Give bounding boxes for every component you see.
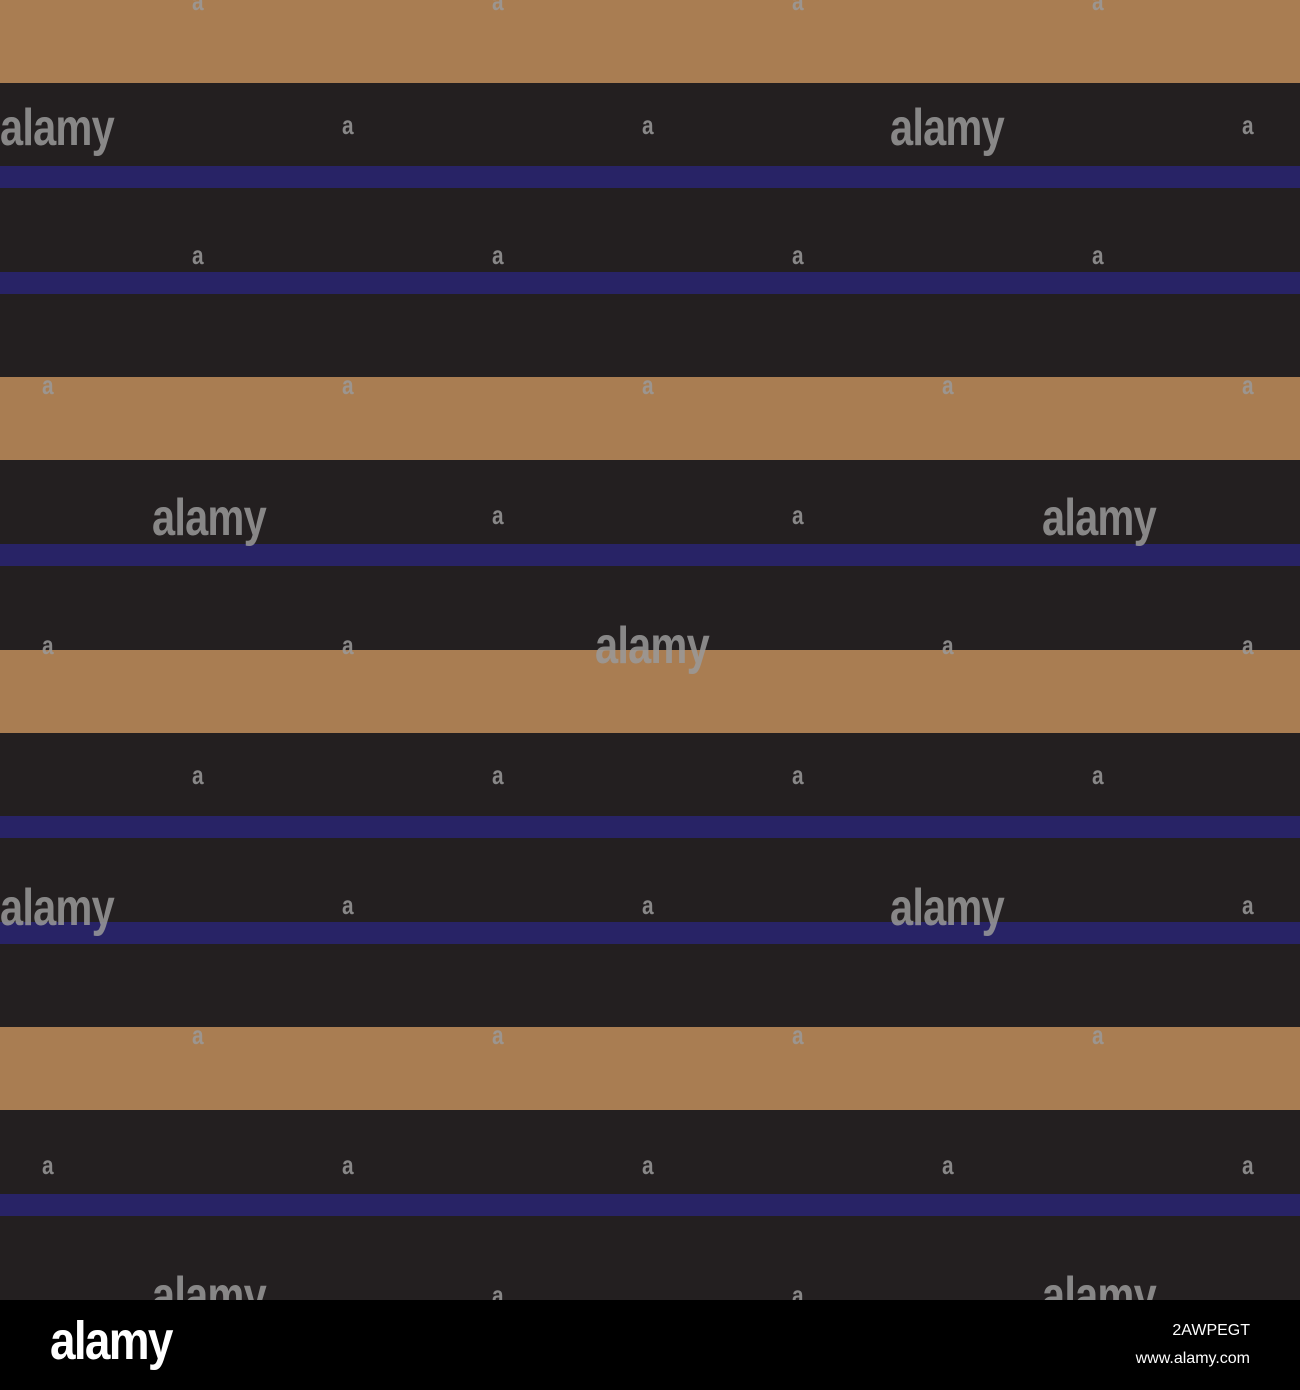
alamy-mark-watermark: a bbox=[942, 370, 954, 400]
alamy-mark-watermark: a bbox=[492, 240, 504, 270]
alamy-mark-watermark: a bbox=[192, 760, 204, 790]
watermark-footer: alamy 2AWPEGT www.alamy.com bbox=[0, 1300, 1300, 1390]
alamy-mark-watermark: a bbox=[792, 0, 804, 16]
site-url: www.alamy.com bbox=[1135, 1350, 1250, 1367]
alamy-mark-watermark: a bbox=[492, 0, 504, 16]
stripe-pattern: alamy alamy alamy alamy alamy alamy alamy alamy… bbox=[0, 0, 1300, 1300]
alamy-mark-watermark: a bbox=[192, 0, 204, 16]
alamy-watermark: alamy bbox=[0, 99, 115, 157]
alamy-mark-watermark: a bbox=[492, 1280, 504, 1300]
alamy-mark-watermark: a bbox=[42, 630, 54, 660]
alamy-mark-watermark: a bbox=[642, 370, 654, 400]
navy-stripe bbox=[0, 166, 1300, 188]
alamy-watermark: alamy bbox=[152, 1267, 267, 1300]
alamy-mark-watermark: a bbox=[642, 110, 654, 140]
alamy-mark-watermark: a bbox=[942, 630, 954, 660]
alamy-watermark: alamy bbox=[1042, 1267, 1157, 1300]
alamy-watermark: alamy bbox=[890, 879, 1005, 937]
navy-stripe bbox=[0, 922, 1300, 944]
alamy-mark-watermark: a bbox=[792, 1280, 804, 1300]
alamy-mark-watermark: a bbox=[42, 1150, 54, 1180]
alamy-mark-watermark: a bbox=[192, 240, 204, 270]
navy-stripe bbox=[0, 272, 1300, 294]
alamy-mark-watermark: a bbox=[1092, 240, 1104, 270]
tan-stripe bbox=[0, 0, 1300, 83]
alamy-mark-watermark: a bbox=[792, 500, 804, 530]
alamy-mark-watermark: a bbox=[1092, 760, 1104, 790]
alamy-mark-watermark: a bbox=[792, 240, 804, 270]
image-id: 2AWPEGT bbox=[1172, 1322, 1250, 1339]
tan-stripe bbox=[0, 650, 1300, 733]
alamy-mark-watermark: a bbox=[342, 1150, 354, 1180]
alamy-logo: alamy bbox=[50, 1311, 173, 1371]
alamy-watermark: alamy bbox=[152, 489, 267, 547]
alamy-watermark: alamy bbox=[0, 879, 115, 937]
navy-stripe bbox=[0, 1194, 1300, 1216]
alamy-mark-watermark: a bbox=[642, 890, 654, 920]
navy-stripe bbox=[0, 816, 1300, 838]
alamy-mark-watermark: a bbox=[942, 1150, 954, 1180]
tan-stripe bbox=[0, 1027, 1300, 1110]
alamy-watermark: alamy bbox=[595, 617, 710, 675]
alamy-mark-watermark: a bbox=[1092, 0, 1104, 16]
alamy-mark-watermark: a bbox=[42, 370, 54, 400]
alamy-mark-watermark: a bbox=[1092, 1020, 1104, 1050]
alamy-mark-watermark: a bbox=[1242, 370, 1254, 400]
alamy-mark-watermark: a bbox=[1242, 110, 1254, 140]
alamy-watermark: alamy bbox=[1042, 489, 1157, 547]
alamy-mark-watermark: a bbox=[1242, 890, 1254, 920]
alamy-mark-watermark: a bbox=[492, 760, 504, 790]
alamy-watermark: alamy bbox=[890, 99, 1005, 157]
alamy-mark-watermark: a bbox=[642, 1150, 654, 1180]
alamy-mark-watermark: a bbox=[342, 370, 354, 400]
alamy-mark-watermark: a bbox=[792, 1020, 804, 1050]
alamy-mark-watermark: a bbox=[192, 1020, 204, 1050]
alamy-mark-watermark: a bbox=[342, 890, 354, 920]
alamy-mark-watermark: a bbox=[492, 500, 504, 530]
alamy-mark-watermark: a bbox=[342, 630, 354, 660]
alamy-mark-watermark: a bbox=[1242, 1150, 1254, 1180]
alamy-mark-watermark: a bbox=[1242, 630, 1254, 660]
alamy-mark-watermark: a bbox=[342, 110, 354, 140]
alamy-mark-watermark: a bbox=[792, 760, 804, 790]
alamy-mark-watermark: a bbox=[492, 1020, 504, 1050]
tan-stripe bbox=[0, 377, 1300, 460]
navy-stripe bbox=[0, 544, 1300, 566]
